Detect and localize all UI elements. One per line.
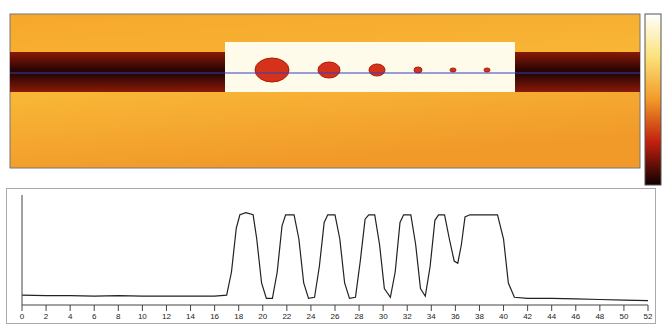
svg-text:40: 40 — [499, 312, 508, 321]
svg-text:6: 6 — [92, 312, 97, 321]
svg-text:52: 52 — [644, 312, 653, 321]
svg-text:50: 50 — [619, 312, 628, 321]
svg-text:14: 14 — [186, 312, 195, 321]
svg-text:36: 36 — [451, 312, 460, 321]
svg-text:42: 42 — [523, 312, 532, 321]
svg-text:20: 20 — [258, 312, 267, 321]
svg-text:30: 30 — [379, 312, 388, 321]
svg-text:38: 38 — [475, 312, 484, 321]
svg-text:24: 24 — [306, 312, 315, 321]
svg-text:34: 34 — [427, 312, 436, 321]
svg-text:4: 4 — [68, 312, 73, 321]
svg-text:44: 44 — [547, 312, 556, 321]
svg-text:8: 8 — [116, 312, 121, 321]
svg-text:12: 12 — [162, 312, 171, 321]
svg-text:18: 18 — [234, 312, 243, 321]
svg-text:22: 22 — [282, 312, 291, 321]
svg-text:28: 28 — [355, 312, 364, 321]
svg-text:26: 26 — [331, 312, 340, 321]
svg-text:32: 32 — [403, 312, 412, 321]
svg-text:46: 46 — [571, 312, 580, 321]
svg-text:0: 0 — [20, 312, 25, 321]
svg-text:2: 2 — [44, 312, 49, 321]
svg-text:10: 10 — [138, 312, 147, 321]
svg-text:48: 48 — [595, 312, 604, 321]
svg-text:16: 16 — [210, 312, 219, 321]
